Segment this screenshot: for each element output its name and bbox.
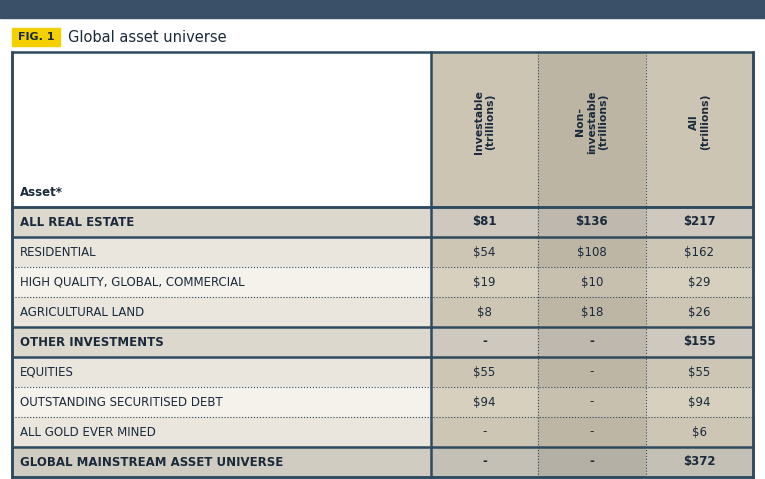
Text: $155: $155 [683,335,716,349]
Bar [538,417,646,447]
Bar [12,237,431,267]
Text: $29: $29 [688,275,711,288]
Bar [538,327,646,357]
Bar [431,207,538,237]
Text: All
(trillions): All (trillions) [688,93,710,150]
Text: $55: $55 [474,365,496,378]
Bar [538,267,646,297]
Text: -: - [589,335,594,349]
Text: Non-
investable
(trillions): Non- investable (trillions) [575,90,608,153]
Bar [538,207,646,237]
Text: Global asset universe: Global asset universe [68,30,226,45]
Text: -: - [482,425,487,438]
Bar [431,297,538,327]
Text: OUTSTANDING SECURITISED DEBT: OUTSTANDING SECURITISED DEBT [20,396,223,409]
Text: $26: $26 [688,306,711,319]
Text: $372: $372 [683,456,715,468]
Bar [12,207,431,237]
Bar [646,52,753,207]
Bar [431,447,538,477]
Text: -: - [590,396,594,409]
Bar [646,267,753,297]
Bar [646,417,753,447]
Text: ALL REAL ESTATE: ALL REAL ESTATE [20,216,134,228]
Text: HIGH QUALITY, GLOBAL, COMMERCIAL: HIGH QUALITY, GLOBAL, COMMERCIAL [20,275,245,288]
Text: -: - [482,335,487,349]
Text: -: - [589,456,594,468]
Text: $18: $18 [581,306,603,319]
Text: $10: $10 [581,275,603,288]
Bar [431,387,538,417]
Text: $136: $136 [575,216,608,228]
Text: -: - [590,425,594,438]
Text: -: - [482,456,487,468]
Bar [646,357,753,387]
Bar [12,447,431,477]
Bar [538,237,646,267]
Bar [12,267,431,297]
Text: $217: $217 [683,216,715,228]
Text: OTHER INVESTMENTS: OTHER INVESTMENTS [20,335,164,349]
Text: $6: $6 [692,425,707,438]
Text: $55: $55 [688,365,711,378]
Bar [431,52,538,207]
Bar [431,417,538,447]
Text: RESIDENTIAL: RESIDENTIAL [20,246,96,259]
Bar [538,357,646,387]
Bar [12,387,431,417]
Text: EQUITIES: EQUITIES [20,365,74,378]
Text: -: - [590,365,594,378]
Bar [646,387,753,417]
Bar [538,387,646,417]
Text: $94: $94 [688,396,711,409]
Bar [12,297,431,327]
Bar [646,207,753,237]
Text: ALL GOLD EVER MINED: ALL GOLD EVER MINED [20,425,156,438]
Bar [538,297,646,327]
Bar [12,52,753,477]
Text: $19: $19 [473,275,496,288]
Bar [431,237,538,267]
Bar [646,327,753,357]
Text: AGRICULTURAL LAND: AGRICULTURAL LAND [20,306,145,319]
Text: GLOBAL MAINSTREAM ASSET UNIVERSE: GLOBAL MAINSTREAM ASSET UNIVERSE [20,456,283,468]
Text: $162: $162 [685,246,715,259]
Bar [12,52,431,207]
Bar [12,327,431,357]
Text: $108: $108 [577,246,607,259]
Bar [12,357,431,387]
Text: $94: $94 [473,396,496,409]
Bar [0,0,765,18]
Bar [12,28,60,46]
Bar [538,447,646,477]
Bar [538,52,646,207]
Bar [646,237,753,267]
Bar [646,447,753,477]
Bar [431,357,538,387]
Text: $8: $8 [477,306,492,319]
Text: $81: $81 [472,216,496,228]
Bar [12,417,431,447]
Text: Asset*: Asset* [20,186,63,199]
Bar [431,267,538,297]
Bar [646,297,753,327]
Text: Investable
(trillions): Investable (trillions) [474,90,495,154]
Bar [431,327,538,357]
Text: $54: $54 [473,246,496,259]
Text: FIG. 1: FIG. 1 [18,32,54,42]
